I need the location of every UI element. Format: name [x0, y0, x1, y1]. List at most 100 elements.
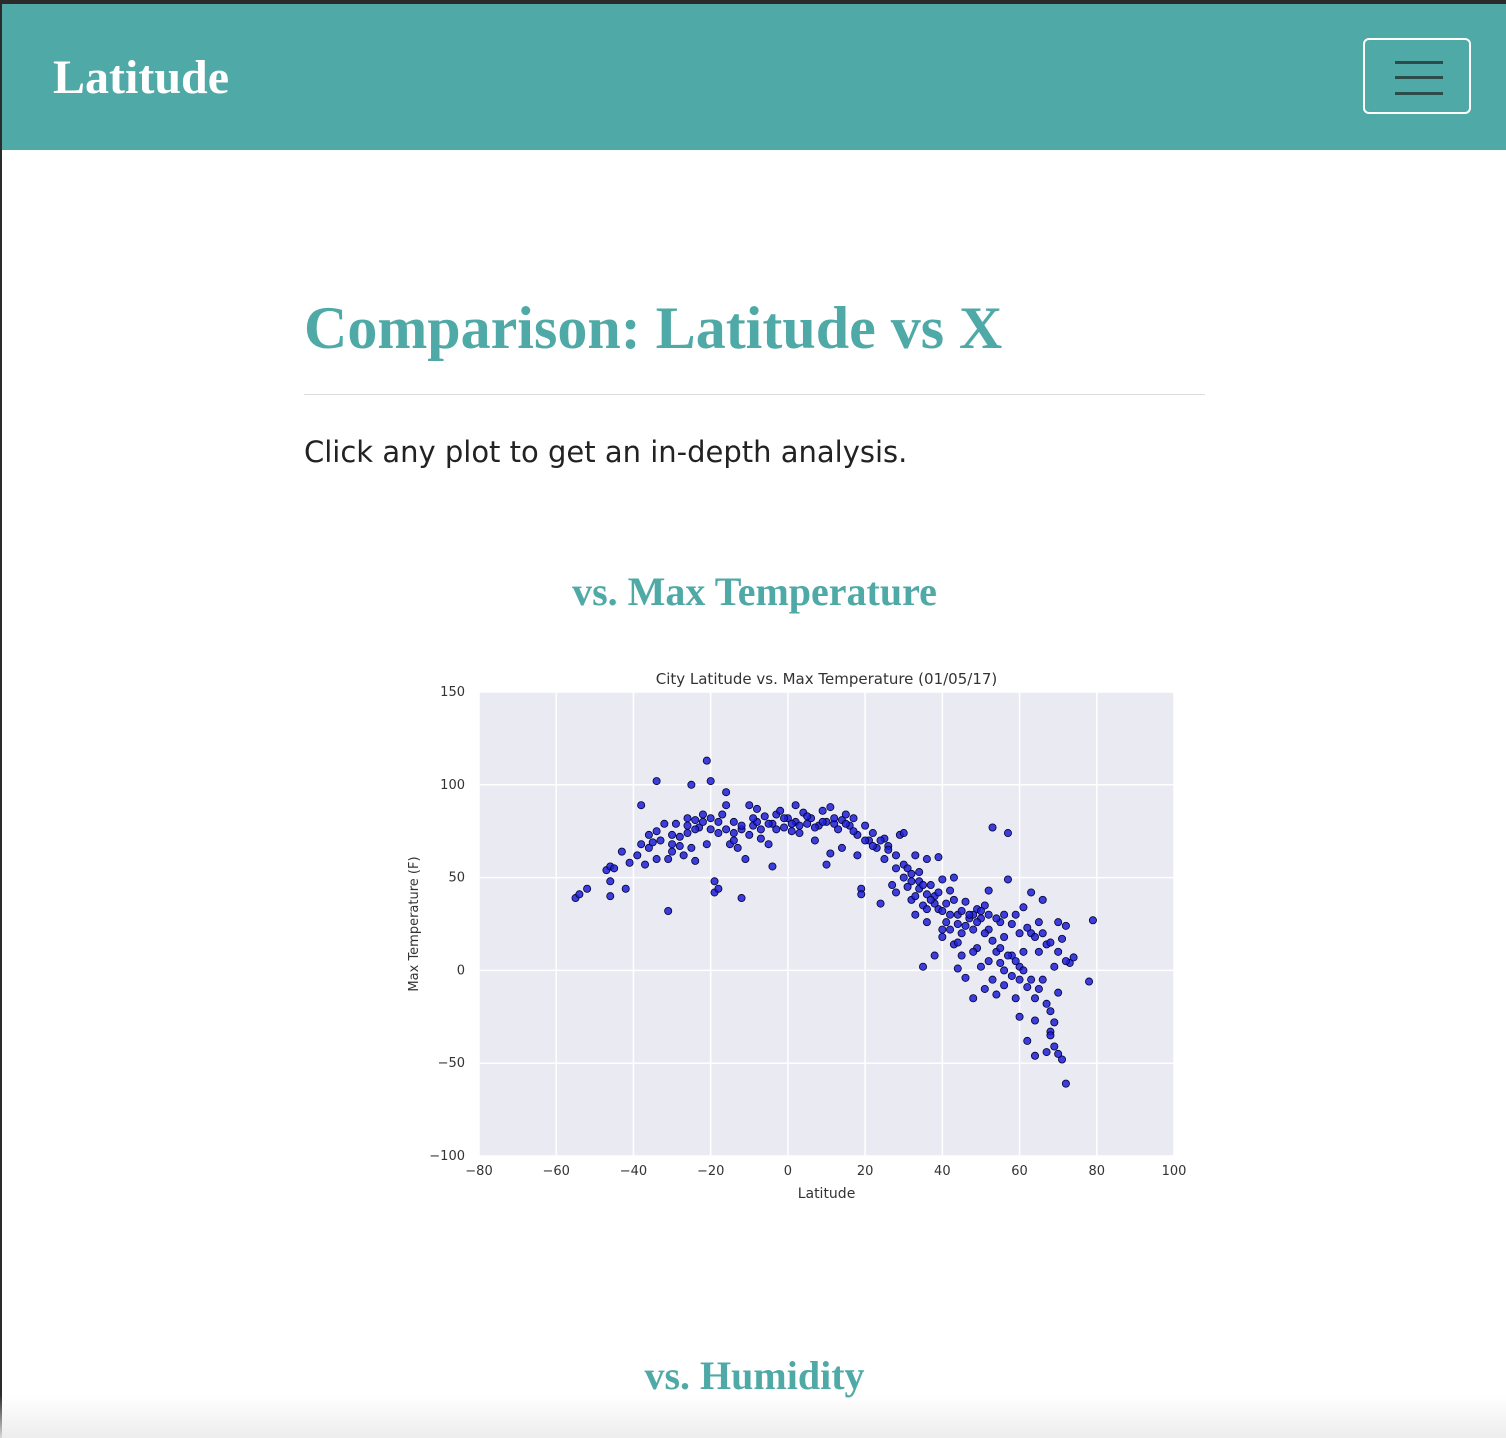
data-point — [822, 860, 831, 869]
data-point — [876, 899, 885, 908]
data-point — [741, 855, 750, 864]
data-point — [764, 840, 773, 849]
data-point — [841, 810, 850, 819]
data-point — [1085, 977, 1094, 986]
data-point — [687, 843, 696, 852]
data-point — [961, 897, 970, 906]
data-point — [1003, 951, 1012, 960]
y-tick-label: 150 — [440, 685, 465, 700]
x-tick-label: 60 — [1011, 1164, 1028, 1179]
data-point — [729, 829, 738, 838]
data-point — [1046, 1007, 1055, 1016]
data-point — [706, 777, 715, 786]
data-point — [1031, 932, 1040, 941]
data-point — [1054, 918, 1063, 927]
data-point — [1050, 962, 1059, 971]
data-point — [644, 843, 653, 852]
data-point — [644, 830, 653, 839]
data-point — [996, 944, 1005, 953]
data-point — [791, 801, 800, 810]
data-point — [1054, 988, 1063, 997]
data-point — [648, 838, 657, 847]
y-tick-label: 50 — [448, 871, 465, 886]
data-point — [938, 925, 947, 934]
data-point — [675, 832, 684, 841]
data-point — [745, 830, 754, 839]
data-point — [942, 899, 951, 908]
data-point — [625, 858, 634, 867]
x-tick-label: −80 — [465, 1164, 492, 1179]
data-point — [722, 825, 731, 834]
data-point — [1011, 910, 1020, 919]
data-point — [1007, 971, 1016, 980]
data-point — [780, 823, 789, 832]
data-point — [772, 825, 781, 834]
data-point — [764, 819, 773, 828]
data-point — [1031, 1051, 1040, 1060]
data-point — [934, 853, 943, 862]
data-point — [949, 873, 958, 882]
data-point — [714, 829, 723, 838]
data-point — [922, 905, 931, 914]
data-point — [621, 884, 630, 893]
data-point — [1088, 916, 1097, 925]
data-point — [946, 886, 955, 895]
data-point — [606, 892, 615, 901]
data-point — [1031, 994, 1040, 1003]
data-point — [1050, 1042, 1059, 1051]
data-point — [953, 938, 962, 947]
section-heading-max-temperature: vs. Max Temperature — [572, 569, 937, 614]
section-heading-humidity: vs. Humidity — [644, 1353, 865, 1398]
data-point — [787, 819, 796, 828]
data-point — [687, 780, 696, 789]
data-point — [664, 855, 673, 864]
data-point — [1000, 981, 1009, 990]
data-point — [776, 806, 785, 815]
data-point — [980, 901, 989, 910]
data-point — [957, 907, 966, 916]
x-tick-label: 20 — [857, 1164, 874, 1179]
data-point — [691, 825, 700, 834]
data-point — [1019, 903, 1028, 912]
data-point — [756, 825, 765, 834]
chart-title: City Latitude vs. Max Temperature (01/05… — [656, 670, 998, 688]
data-point — [1003, 829, 1012, 838]
y-axis-label: Max Temperature (F) — [407, 856, 422, 991]
data-point — [818, 806, 827, 815]
navbar-toggle-button[interactable] — [1363, 38, 1471, 114]
data-point — [953, 919, 962, 928]
data-point — [1023, 923, 1032, 932]
data-point — [949, 895, 958, 904]
data-point — [942, 918, 951, 927]
data-point — [834, 825, 843, 834]
page-title: Comparison: Latitude vs X — [304, 295, 1003, 361]
data-point — [668, 840, 677, 849]
data-point — [1000, 966, 1009, 975]
data-point — [976, 907, 985, 916]
data-point — [903, 882, 912, 891]
window-top-border — [0, 0, 1506, 4]
y-tick-label: 0 — [457, 963, 465, 978]
data-point — [749, 814, 758, 823]
data-point — [1038, 975, 1047, 984]
window-left-border — [0, 0, 2, 1438]
max-temperature-plot-link[interactable]: −80 −60 −40 −20 0 20 40 60 80 100 −100 −50 0 50 100 150… — [395, 660, 1195, 1220]
data-point — [988, 975, 997, 984]
data-point — [1034, 984, 1043, 993]
data-point — [926, 881, 935, 890]
data-point — [1015, 1012, 1024, 1021]
data-point — [756, 834, 765, 843]
data-point — [996, 958, 1005, 967]
data-point — [984, 957, 993, 966]
data-point — [722, 801, 731, 810]
data-point — [664, 907, 673, 916]
data-point — [837, 843, 846, 852]
data-point — [1054, 1049, 1063, 1058]
data-point — [652, 777, 661, 786]
navbar-brand-link[interactable]: Latitude — [53, 51, 230, 104]
y-tick-label: −50 — [438, 1056, 465, 1071]
data-point — [641, 860, 650, 869]
data-point — [953, 964, 962, 973]
data-point — [911, 910, 920, 919]
data-point — [1011, 994, 1020, 1003]
